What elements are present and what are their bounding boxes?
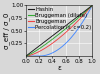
Hashin (42, 43, 44, 44)
Bruggeman (25, 56, 26, 57)
Hashin (70, 22, 71, 23)
Hashin (25, 56, 26, 57)
Percolation (ε_c=0.2) (25, 56, 26, 57)
Hashin (64, 26, 66, 27)
Bruggeman (dilute) (37, 49, 38, 50)
Hashin (55, 33, 56, 34)
Bruggeman (92, 5, 93, 6)
Bruggeman (dilute) (25, 56, 26, 57)
Hashin (92, 5, 93, 6)
Percolation (ε_c=0.2) (42, 55, 44, 56)
Bruggeman (dilute) (92, 5, 93, 6)
Bruggeman (70, 28, 71, 29)
Bruggeman (dilute) (70, 24, 71, 25)
Bruggeman (dilute) (64, 29, 66, 30)
Percolation (ε_c=0.2) (70, 38, 71, 39)
X-axis label: ε: ε (57, 65, 61, 71)
Bruggeman (dilute) (55, 36, 56, 37)
Percolation (ε_c=0.2) (75, 31, 76, 32)
Legend: Hashin, Bruggeman (dilute), Bruggeman, Percolation (ε_c=0.2): Hashin, Bruggeman (dilute), Bruggeman, P… (27, 7, 92, 31)
Bruggeman (37, 52, 38, 53)
Line: Percolation (ε_c=0.2): Percolation (ε_c=0.2) (26, 5, 92, 56)
Hashin (37, 47, 38, 48)
Bruggeman (dilute) (42, 46, 44, 47)
Percolation (ε_c=0.2) (64, 44, 66, 45)
Percolation (ε_c=0.2) (37, 56, 38, 57)
Bruggeman (42, 49, 44, 50)
Percolation (ε_c=0.2) (92, 5, 93, 6)
Line: Bruggeman (dilute): Bruggeman (dilute) (26, 5, 92, 56)
Bruggeman (55, 40, 56, 41)
Y-axis label: σ_eff / σ_0: σ_eff / σ_0 (4, 13, 10, 49)
Bruggeman (64, 33, 66, 34)
Line: Bruggeman: Bruggeman (26, 5, 92, 56)
Line: Hashin: Hashin (26, 5, 92, 56)
